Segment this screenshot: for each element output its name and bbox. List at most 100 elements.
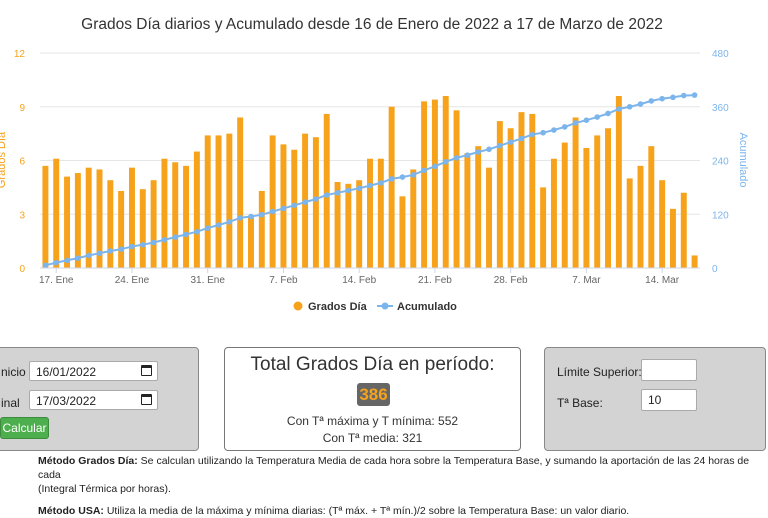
point-2022-03-06[interactable] [572,120,579,126]
bar-2022-02-26[interactable] [486,167,492,268]
calendar-icon[interactable] [141,365,152,376]
point-2022-02-20[interactable] [421,167,427,174]
point-2022-01-31[interactable] [204,225,211,231]
point-2022-02-04[interactable] [248,213,254,220]
bar-2022-03-01[interactable] [518,112,525,268]
bar-2022-02-25[interactable] [475,146,482,268]
point-2022-03-04[interactable] [551,127,557,133]
bar-2022-01-19[interactable] [74,173,81,268]
bar-2022-03-06[interactable] [572,117,579,269]
bar-2022-02-18[interactable] [399,196,406,268]
point-2022-02-08[interactable] [291,202,298,209]
base-temp-input[interactable]: 10 [641,389,697,411]
point-2022-02-14[interactable] [356,185,362,192]
bar-2022-02-15[interactable] [367,158,373,268]
point-2022-01-18[interactable] [64,257,70,264]
bar-2022-02-05[interactable] [258,190,265,268]
legend-line-label[interactable]: Acumulado [397,301,457,313]
bar-2022-03-13[interactable] [648,146,655,268]
point-2022-02-27[interactable] [497,142,503,149]
bar-2022-03-03[interactable] [540,187,547,268]
bar-2022-03-17[interactable] [691,255,698,268]
bar-2022-02-03[interactable] [237,117,244,269]
point-2022-03-02[interactable] [529,131,536,138]
point-2022-01-26[interactable] [150,239,157,246]
point-2022-03-07[interactable] [583,117,590,123]
bar-2022-03-07[interactable] [583,147,590,268]
bar-2022-02-19[interactable] [410,169,417,268]
bar-2022-03-10[interactable] [615,96,622,268]
point-2022-01-19[interactable] [75,255,81,261]
bar-2022-02-01[interactable] [215,135,222,268]
bar-2022-01-23[interactable] [118,190,125,268]
point-2022-01-24[interactable] [129,243,135,250]
point-2022-02-28[interactable] [507,139,514,145]
point-2022-03-13[interactable] [648,98,655,104]
bar-2022-02-11[interactable] [323,113,330,269]
point-2022-02-09[interactable] [302,199,308,205]
bar-2022-02-04[interactable] [248,216,254,268]
legend-bar-label[interactable]: Grados Día [308,301,368,313]
bar-2022-02-14[interactable] [356,180,363,268]
point-2022-02-03[interactable] [237,215,243,221]
calendar-icon[interactable] [141,394,152,405]
upper-limit-input[interactable] [641,359,697,381]
bar-2022-02-17[interactable] [388,106,395,268]
bar-2022-02-08[interactable] [291,149,298,268]
point-2022-01-25[interactable] [139,241,146,248]
bar-2022-01-21[interactable] [96,169,103,268]
point-2022-02-12[interactable] [334,189,341,196]
bar-2022-02-22[interactable] [442,96,449,268]
bar-2022-01-29[interactable] [183,165,190,268]
point-2022-01-22[interactable] [107,248,114,254]
bar-2022-02-24[interactable] [464,153,471,268]
point-2022-02-01[interactable] [215,222,222,228]
point-2022-02-16[interactable] [378,180,384,186]
bar-2022-03-08[interactable] [594,135,601,268]
bar-2022-03-05[interactable] [561,142,568,268]
bar-2022-02-20[interactable] [421,101,428,268]
bar-2022-01-16[interactable] [42,165,49,268]
bar-2022-01-30[interactable] [193,151,200,268]
bar-2022-02-23[interactable] [453,110,460,268]
point-2022-02-23[interactable] [453,155,460,161]
legend[interactable]: Grados Día Acumulado [293,301,458,313]
point-2022-02-26[interactable] [486,146,492,153]
bar-2022-02-16[interactable] [377,158,384,268]
point-2022-03-15[interactable] [670,94,676,101]
point-2022-02-18[interactable] [399,174,406,180]
point-2022-01-17[interactable] [53,259,60,266]
point-2022-02-25[interactable] [475,149,481,155]
point-2022-02-17[interactable] [388,176,395,182]
calculate-button[interactable]: Calcular [0,417,49,439]
point-2022-02-05[interactable] [259,211,265,218]
bar-2022-03-15[interactable] [669,208,676,268]
point-2022-02-24[interactable] [464,152,471,158]
point-2022-01-30[interactable] [194,228,200,235]
point-2022-01-27[interactable] [161,236,168,243]
bar-2022-01-25[interactable] [139,189,146,268]
point-2022-02-13[interactable] [345,187,352,194]
point-2022-03-05[interactable] [561,124,568,130]
bar-2022-01-31[interactable] [204,135,211,268]
bar-2022-03-11[interactable] [626,178,633,268]
start-date-input[interactable]: 16/01/2022 [29,361,158,381]
bar-2022-02-06[interactable] [269,135,276,268]
bar-2022-02-21[interactable] [431,99,438,268]
bar-2022-01-20[interactable] [85,167,92,268]
bar-2022-03-16[interactable] [680,192,687,268]
point-2022-03-12[interactable] [637,101,644,107]
point-2022-02-21[interactable] [432,163,438,170]
point-2022-02-10[interactable] [313,196,319,202]
point-2022-03-01[interactable] [518,135,525,142]
bar-2022-01-18[interactable] [64,176,71,268]
bar-2022-03-04[interactable] [550,158,557,268]
bar-2022-01-28[interactable] [172,162,179,268]
point-2022-03-09[interactable] [605,110,611,117]
bar-2022-01-17[interactable] [53,158,60,268]
point-2022-02-07[interactable] [280,205,287,212]
point-2022-02-15[interactable] [367,182,373,189]
bar-2022-01-27[interactable] [161,158,168,268]
point-2022-02-22[interactable] [442,159,449,165]
point-2022-03-11[interactable] [626,103,633,110]
